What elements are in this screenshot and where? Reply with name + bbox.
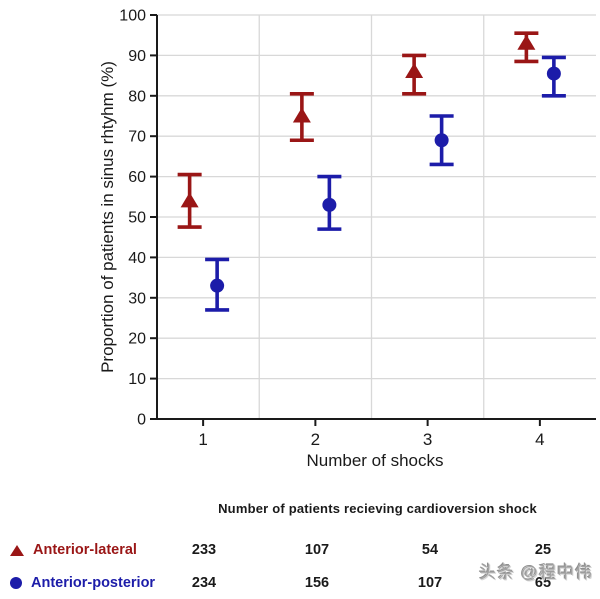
count-value: 156 [304,575,330,591]
svg-text:100: 100 [119,8,146,25]
svg-text:Proportion of patients in sinu: Proportion of patients in sinus rhtyhm (… [98,61,117,373]
svg-text:40: 40 [128,250,146,267]
table-title: Number of patients recieving cardioversi… [218,501,537,516]
count-value: 233 [191,542,217,558]
svg-text:Number of shocks: Number of shocks [307,451,444,470]
triangle-marker-icon [10,544,24,556]
cardioversion-chart: 0 10 20 30 40 50 60 70 80 90 100 1 2 3 4 Number of shoc… [98,8,596,470]
svg-text:2: 2 [311,430,320,449]
svg-text:70: 70 [128,129,146,146]
svg-text:0: 0 [137,412,146,429]
svg-text:50: 50 [128,210,146,227]
svg-text:10: 10 [128,371,146,388]
svg-text:80: 80 [128,88,146,105]
legend-anterior-posterior: Anterior-posterior [10,573,155,593]
svg-text:4: 4 [535,430,544,449]
chart-area: 0 10 20 30 40 50 60 70 80 90 100 1 2 3 4 Number of shoc… [98,8,596,470]
count-value: 54 [421,542,439,558]
svg-text:60: 60 [128,169,146,186]
svg-text:3: 3 [423,430,432,449]
count-value: 234 [191,575,217,591]
table-row: Anterior-posterior 234 156 107 65 [0,573,600,593]
count-value: 107 [304,542,330,558]
watermark: 头条 @程中伟 [479,563,593,582]
svg-text:30: 30 [128,290,146,307]
legend-anterior-lateral: Anterior-lateral [10,540,137,560]
count-value: 25 [534,542,552,558]
svg-text:1: 1 [198,430,207,449]
svg-text:90: 90 [128,48,146,65]
table-row: Anterior-lateral 233 107 54 25 [0,540,600,560]
series-label: Anterior-posterior [31,575,156,591]
svg-text:20: 20 [128,331,146,348]
count-value: 65 [534,575,552,591]
count-value: 107 [417,575,443,591]
circle-marker-icon [10,577,22,589]
series-label: Anterior-lateral [33,542,137,558]
